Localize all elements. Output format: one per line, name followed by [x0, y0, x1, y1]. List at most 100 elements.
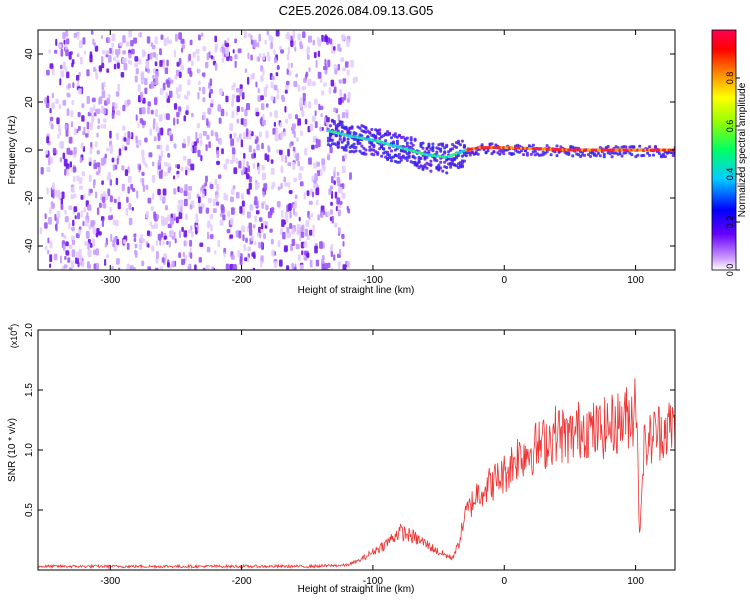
noise-cell — [70, 110, 74, 118]
noise-cell — [293, 40, 297, 46]
noise-cell — [316, 199, 319, 206]
noise-cell — [232, 49, 235, 54]
noise-cell — [80, 194, 84, 200]
noise-cell — [248, 145, 252, 153]
noise-cell — [283, 131, 287, 137]
noise-cell — [159, 195, 163, 201]
noise-cell — [345, 260, 348, 266]
y-tick-label: 2.0 — [24, 323, 35, 337]
noise-cell — [131, 206, 134, 211]
noise-cell — [154, 267, 159, 270]
noise-cell — [79, 56, 83, 65]
noise-cell — [86, 95, 90, 104]
noise-cell — [316, 161, 320, 167]
noise-cell — [243, 31, 247, 39]
noise-cell — [236, 118, 240, 124]
noise-cell — [198, 80, 201, 86]
noise-cell — [342, 67, 346, 72]
noise-cell — [126, 242, 130, 250]
noise-cell — [94, 141, 98, 147]
noise-cell — [187, 229, 192, 234]
noise-cell — [270, 81, 274, 89]
noise-cell — [141, 171, 145, 176]
snr-axes: -300 -200 -100 0 100 0.5 1.0 1.5 2.0 — [24, 323, 675, 587]
noise-cell — [263, 183, 268, 191]
noise-cell — [82, 221, 85, 227]
track-halo-cell — [522, 153, 525, 157]
noise-cell — [258, 226, 261, 234]
y-tick-label: -40 — [24, 238, 35, 253]
noise-cell — [264, 89, 268, 98]
noise-cell — [344, 61, 349, 68]
track-halo-cell — [445, 143, 449, 147]
noise-cell — [102, 123, 106, 129]
noise-cell — [179, 199, 184, 208]
x-tick-label: -100 — [363, 576, 383, 587]
noise-cell — [55, 98, 59, 104]
track-halo-cell — [429, 163, 433, 167]
noise-cell — [265, 221, 269, 226]
noise-cell — [159, 239, 162, 246]
noise-cell — [225, 95, 229, 103]
noise-cell — [183, 115, 186, 122]
noise-cell — [110, 234, 113, 242]
track-halo-cell — [403, 139, 407, 142]
noise-cell — [284, 182, 289, 187]
noise-cell — [247, 76, 250, 85]
noise-cell — [255, 111, 260, 117]
noise-cell — [65, 163, 70, 170]
noise-cell — [231, 85, 235, 91]
noise-cell — [73, 147, 77, 155]
noise-cell — [303, 77, 307, 83]
noise-cell — [189, 204, 193, 210]
noise-cell — [288, 182, 291, 189]
noise-cell — [283, 176, 286, 183]
noise-cell — [271, 185, 274, 190]
noise-cell — [176, 94, 181, 99]
noise-cell — [64, 169, 67, 176]
noise-cell — [307, 101, 312, 109]
noise-cell — [117, 196, 120, 203]
noise-cell — [92, 238, 95, 245]
noise-cell — [289, 142, 292, 148]
noise-cell — [231, 111, 235, 119]
noise-cell — [294, 194, 298, 200]
noise-cell — [151, 161, 155, 167]
snr-xlabel: Height of straight line (km) — [298, 584, 415, 595]
noise-cell — [248, 130, 252, 135]
noise-cell — [75, 257, 79, 264]
noise-cell — [196, 55, 200, 62]
noise-cell — [78, 72, 81, 77]
noise-cell — [79, 185, 83, 190]
track-halo-cell — [445, 171, 449, 175]
noise-cell — [109, 130, 112, 139]
noise-cell — [81, 115, 85, 122]
noise-cell — [287, 62, 290, 70]
noise-cell — [60, 70, 65, 78]
noise-cell — [109, 47, 112, 54]
track-halo-cell — [492, 150, 496, 154]
noise-cell — [231, 255, 235, 260]
noise-cell — [202, 97, 206, 103]
noise-cell — [317, 139, 321, 148]
noise-cell — [221, 57, 225, 63]
noise-cell — [314, 110, 317, 117]
noise-cell — [111, 42, 115, 48]
noise-cell — [260, 241, 264, 250]
noise-cell — [248, 222, 252, 229]
noise-cell — [80, 142, 84, 149]
noise-cell — [163, 235, 168, 240]
noise-cell — [177, 186, 180, 193]
track-halo-cell — [405, 136, 409, 140]
noise-cell — [312, 81, 316, 87]
noise-cell — [167, 153, 171, 158]
noise-cell — [289, 223, 293, 229]
noise-cell — [309, 123, 314, 131]
noise-cell — [208, 141, 211, 149]
noise-cell — [148, 152, 153, 158]
noise-cell — [164, 67, 169, 75]
noise-cell — [206, 118, 209, 127]
noise-cell — [161, 257, 165, 263]
noise-cell — [322, 166, 325, 172]
noise-cell — [93, 66, 96, 72]
